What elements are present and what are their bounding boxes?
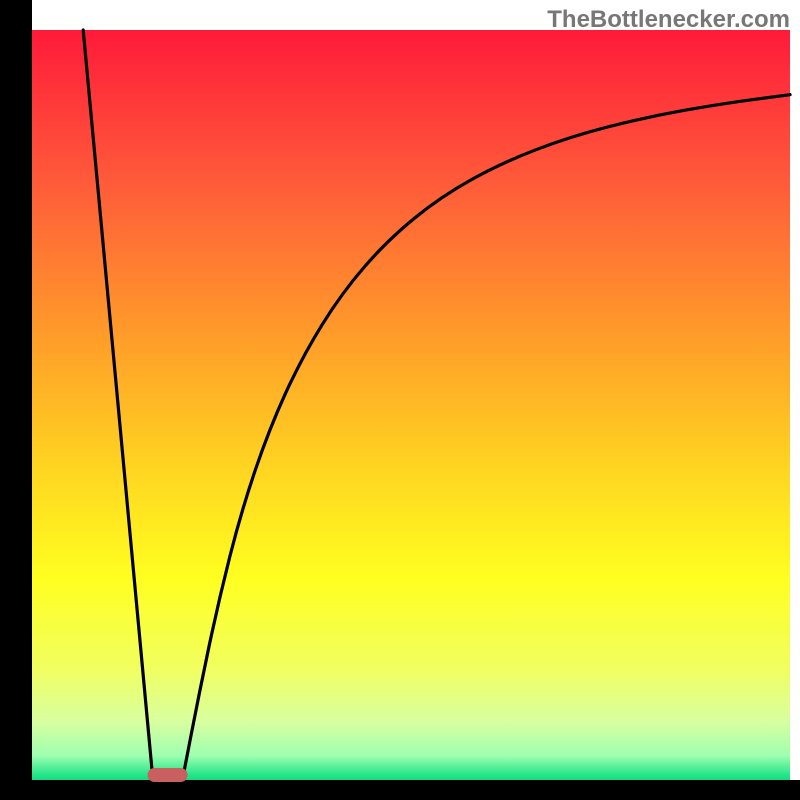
trough-marker xyxy=(148,768,188,782)
bottom-margin-fill xyxy=(0,782,800,800)
watermark-text: TheBottlenecker.com xyxy=(547,6,790,34)
left-margin-fill xyxy=(0,0,28,800)
bottleneck-chart: TheBottlenecker.com xyxy=(0,0,800,800)
chart-svg xyxy=(0,0,800,800)
